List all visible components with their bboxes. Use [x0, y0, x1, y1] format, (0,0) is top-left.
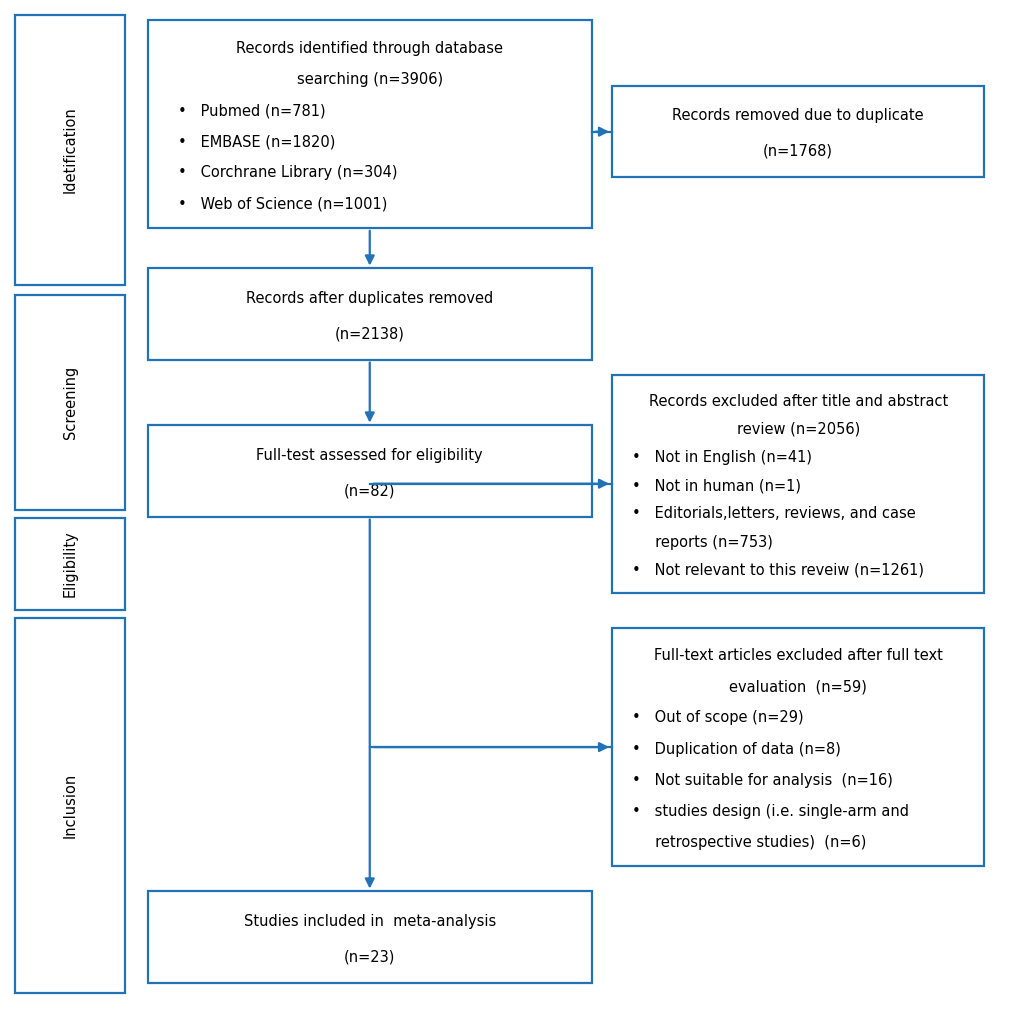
Text: Idetification: Idetification [63, 106, 77, 193]
Text: Records excluded after title and abstract: Records excluded after title and abstrac… [648, 394, 947, 408]
Text: •   Duplication of data (n=8): • Duplication of data (n=8) [632, 742, 841, 757]
Text: retrospective studies)  (n=6): retrospective studies) (n=6) [632, 835, 866, 850]
Text: Full-text articles excluded after full text: Full-text articles excluded after full t… [653, 648, 942, 664]
FancyBboxPatch shape [15, 295, 125, 510]
Text: •   studies design (i.e. single-arm and: • studies design (i.e. single-arm and [632, 804, 909, 819]
FancyBboxPatch shape [611, 628, 983, 866]
Text: Eligibility: Eligibility [63, 531, 77, 598]
Text: (n=2138): (n=2138) [334, 326, 405, 341]
FancyBboxPatch shape [611, 375, 983, 593]
Text: •   Pubmed (n=781): • Pubmed (n=781) [178, 103, 326, 118]
Text: Full-test assessed for eligibility: Full-test assessed for eligibility [256, 448, 483, 463]
Text: Inclusion: Inclusion [63, 773, 77, 838]
FancyBboxPatch shape [15, 618, 125, 993]
FancyBboxPatch shape [148, 425, 591, 517]
FancyBboxPatch shape [15, 518, 125, 610]
Text: •   Not in human (n=1): • Not in human (n=1) [632, 478, 801, 493]
Text: Records removed due to duplicate: Records removed due to duplicate [672, 108, 923, 124]
Text: Records identified through database: Records identified through database [236, 41, 502, 56]
FancyBboxPatch shape [15, 15, 125, 285]
Text: •   EMBASE (n=1820): • EMBASE (n=1820) [178, 135, 335, 149]
Text: Studies included in  meta-analysis: Studies included in meta-analysis [244, 914, 495, 929]
Text: (n=1768): (n=1768) [762, 144, 833, 159]
Text: reports (n=753): reports (n=753) [632, 535, 772, 550]
FancyBboxPatch shape [148, 268, 591, 360]
Text: review (n=2056): review (n=2056) [736, 421, 859, 437]
Text: evaluation  (n=59): evaluation (n=59) [729, 680, 866, 694]
Text: •   Out of scope (n=29): • Out of scope (n=29) [632, 710, 803, 725]
FancyBboxPatch shape [148, 20, 591, 228]
Text: (n=82): (n=82) [343, 483, 395, 498]
Text: searching (n=3906): searching (n=3906) [297, 72, 442, 87]
Text: Records after duplicates removed: Records after duplicates removed [246, 291, 493, 306]
FancyBboxPatch shape [611, 86, 983, 177]
FancyBboxPatch shape [148, 891, 591, 983]
Text: •   Not relevant to this reveiw (n=1261): • Not relevant to this reveiw (n=1261) [632, 563, 923, 577]
Text: •   Not suitable for analysis  (n=16): • Not suitable for analysis (n=16) [632, 773, 893, 788]
Text: •   Editorials,letters, reviews, and case: • Editorials,letters, reviews, and case [632, 506, 915, 522]
Text: Screening: Screening [63, 366, 77, 439]
Text: •   Web of Science (n=1001): • Web of Science (n=1001) [178, 197, 387, 212]
Text: •   Not in English (n=41): • Not in English (n=41) [632, 450, 811, 465]
Text: (n=23): (n=23) [343, 949, 395, 964]
Text: •   Corchrane Library (n=304): • Corchrane Library (n=304) [178, 165, 397, 180]
